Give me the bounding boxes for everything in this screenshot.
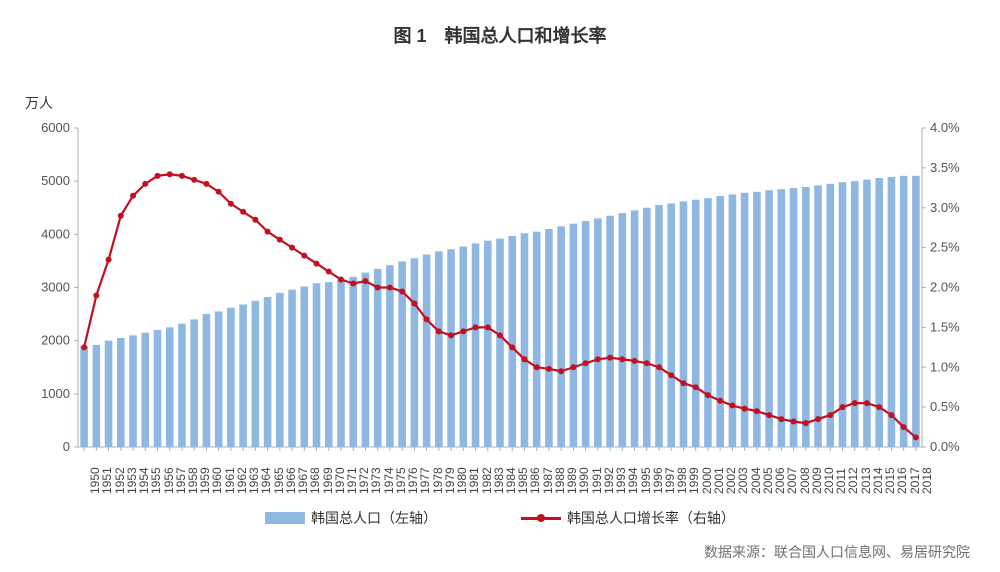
legend-bar-label: 韩国总人口（左轴） xyxy=(311,508,437,528)
svg-text:3.5%: 3.5% xyxy=(930,160,960,175)
x-tick-label: 2018 xyxy=(920,467,934,494)
legend-line-label: 韩国总人口增长率（右轴） xyxy=(567,508,735,528)
svg-text:2000: 2000 xyxy=(41,333,70,348)
svg-text:0: 0 xyxy=(63,439,70,454)
bars-group xyxy=(80,176,919,447)
legend-bar-swatch xyxy=(265,512,305,524)
svg-text:3000: 3000 xyxy=(41,280,70,295)
svg-text:0.0%: 0.0% xyxy=(930,439,960,454)
svg-text:4000: 4000 xyxy=(41,226,70,241)
chart-plot-area: 0 1000 2000 3000 4000 5000 6000 0.0% 0.5% 1.0% 1.5… xyxy=(30,120,970,455)
svg-text:0.5%: 0.5% xyxy=(930,399,960,414)
legend-line-swatch xyxy=(521,512,561,524)
y-left-unit-label: 万人 xyxy=(25,93,53,113)
chart-title: 图 1 韩国总人口和增长率 xyxy=(0,22,1000,48)
svg-text:4.0%: 4.0% xyxy=(930,120,960,135)
legend-item-bars: 韩国总人口（左轴） xyxy=(265,508,437,528)
svg-text:2.0%: 2.0% xyxy=(930,280,960,295)
chart-svg: 0 1000 2000 3000 4000 5000 6000 0.0% 0.5% 1.0% 1.5… xyxy=(30,120,970,455)
svg-text:3.0%: 3.0% xyxy=(930,200,960,215)
x-axis-labels: 1950195119521953195419551956195719581959… xyxy=(30,460,970,510)
source-label: 数据来源：联合国人口信息网、易居研究院 xyxy=(704,542,970,562)
svg-text:5000: 5000 xyxy=(41,173,70,188)
chart-page: 图 1 韩国总人口和增长率 万人 0 1000 2000 3000 4000 5000 60… xyxy=(0,0,1000,572)
svg-text:2.5%: 2.5% xyxy=(930,240,960,255)
svg-text:1.5%: 1.5% xyxy=(930,319,960,334)
svg-text:1.0%: 1.0% xyxy=(930,359,960,374)
legend-item-line: 韩国总人口增长率（右轴） xyxy=(521,508,735,528)
chart-legend: 韩国总人口（左轴） 韩国总人口增长率（右轴） xyxy=(0,508,1000,528)
svg-text:1000: 1000 xyxy=(41,386,70,401)
svg-text:6000: 6000 xyxy=(41,120,70,135)
